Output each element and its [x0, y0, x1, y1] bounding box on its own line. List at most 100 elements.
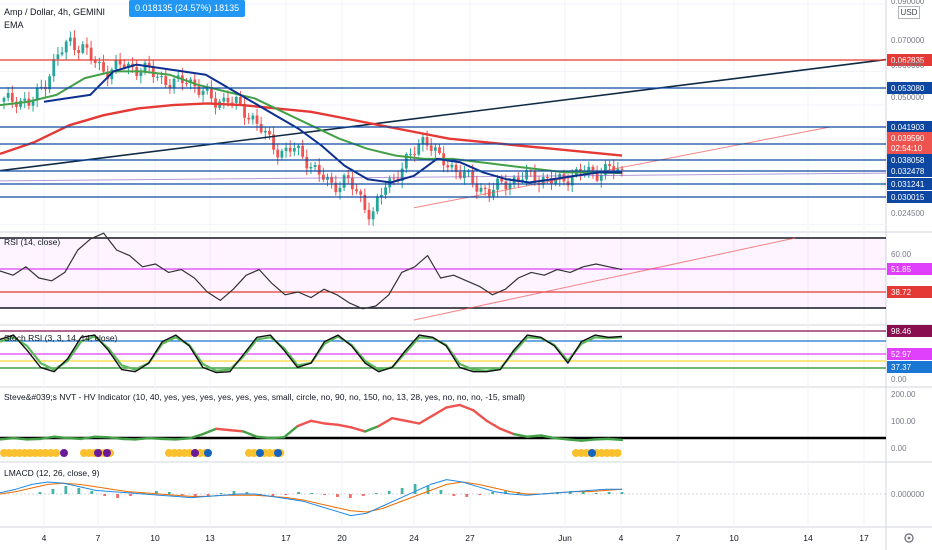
nvt-signal-dots	[0, 449, 622, 457]
nvt-segment	[79, 435, 96, 441]
macd-bar	[77, 488, 81, 494]
candle-body	[23, 98, 27, 101]
nvt-segment	[255, 435, 272, 440]
stoch-level-label: 37.37	[891, 363, 912, 372]
candle-body	[400, 168, 404, 181]
candle-body	[380, 194, 383, 198]
nvt-segment	[309, 419, 326, 425]
candle-body	[454, 164, 458, 173]
macd-histogram	[38, 484, 624, 498]
symbol-title: Amp / Dollar, 4h, GEMINI	[4, 7, 106, 17]
candle-body	[48, 76, 52, 90]
candle-body	[301, 145, 305, 157]
macd-bar	[568, 491, 572, 494]
time-axis-tick: 24	[409, 533, 419, 543]
nvt-segment	[593, 437, 610, 441]
nvt-segment	[472, 409, 488, 423]
macd-bar	[193, 494, 197, 497]
candle-body	[305, 156, 309, 169]
candle-body	[355, 189, 358, 192]
candle-body	[226, 97, 230, 103]
candle-body	[143, 62, 147, 73]
candle-body	[545, 177, 549, 179]
candle-body	[197, 86, 201, 95]
candle-body	[375, 197, 379, 212]
candle-body	[247, 117, 251, 120]
candle-body	[156, 76, 159, 78]
candle-body	[367, 209, 371, 220]
price-level-label: 0.032478	[891, 167, 925, 176]
macd-bar	[180, 494, 184, 495]
price-level-label: 0.041903	[891, 123, 925, 132]
nvt-segment	[242, 430, 259, 438]
nvt-segment	[404, 419, 421, 425]
time-axis-tick: 10	[150, 533, 160, 543]
nvt-segment	[120, 437, 137, 441]
price-level-label: 0.062835	[891, 56, 925, 65]
ema-label: EMA	[4, 20, 24, 30]
nvt-segment	[390, 417, 407, 423]
candle-body	[359, 191, 363, 195]
nvt-segment	[336, 423, 353, 429]
ema-mid-line	[0, 70, 623, 175]
stoch-level-label-box	[887, 348, 932, 360]
macd-bar	[374, 493, 378, 494]
candle-body	[118, 60, 122, 65]
price-level-label-box	[887, 54, 932, 66]
candle-body	[6, 92, 10, 98]
candle-body	[566, 181, 570, 186]
rsi-line	[0, 232, 623, 310]
price-axis-tick: 0.024500	[891, 209, 925, 218]
candle-body	[139, 72, 143, 77]
candle-body	[587, 166, 591, 173]
nvt-dot	[191, 449, 199, 457]
candle-body	[450, 164, 454, 168]
candle-body	[342, 175, 346, 188]
candle-body	[483, 187, 487, 190]
candle-body	[558, 174, 562, 180]
candle-body	[35, 87, 39, 101]
candle-body	[338, 187, 342, 193]
candle-body	[280, 150, 284, 158]
candle-body	[284, 147, 288, 151]
candle-body	[417, 144, 421, 155]
trend-line-faint	[0, 172, 887, 182]
macd-bar	[478, 494, 482, 495]
nvt-segment	[161, 437, 177, 441]
candle-body	[371, 211, 375, 220]
nvt-segment	[201, 427, 218, 436]
candle-body	[384, 187, 387, 195]
nvt-segment	[66, 436, 83, 441]
candle-body	[255, 115, 259, 124]
currency-button[interactable]: USD	[898, 6, 920, 19]
ema-slow-line	[0, 102, 623, 157]
settings-gear-icon[interactable]	[904, 533, 914, 543]
ema-fast-line	[43, 63, 622, 184]
macd-bar	[284, 494, 288, 495]
candle-body	[475, 183, 479, 192]
candle-body	[604, 164, 607, 175]
nvt-segment	[282, 424, 299, 439]
rsi-title: RSI (14, close)	[4, 237, 60, 247]
stoch-title: Stoch RSI (3, 3, 14, 14, close)	[4, 333, 118, 343]
macd-bar	[581, 492, 585, 494]
stoch-k-line	[0, 334, 623, 374]
nvt-segment	[607, 437, 624, 442]
macd-bar	[387, 491, 391, 494]
candle-body	[508, 184, 512, 190]
macd-bar	[349, 494, 352, 498]
price-level-label-box	[887, 132, 932, 144]
candle-body	[89, 47, 93, 60]
nvt-segment	[580, 438, 597, 442]
candle-body	[330, 176, 334, 183]
price-level-label-box	[887, 82, 932, 94]
nvt-axis-tick: 200.00	[891, 390, 916, 399]
macd-bar	[413, 484, 417, 494]
nvt-segment	[539, 434, 556, 440]
candle-body	[64, 41, 68, 53]
candle-body	[114, 60, 118, 70]
candles	[2, 30, 624, 226]
stoch-level-label-box	[887, 361, 932, 373]
